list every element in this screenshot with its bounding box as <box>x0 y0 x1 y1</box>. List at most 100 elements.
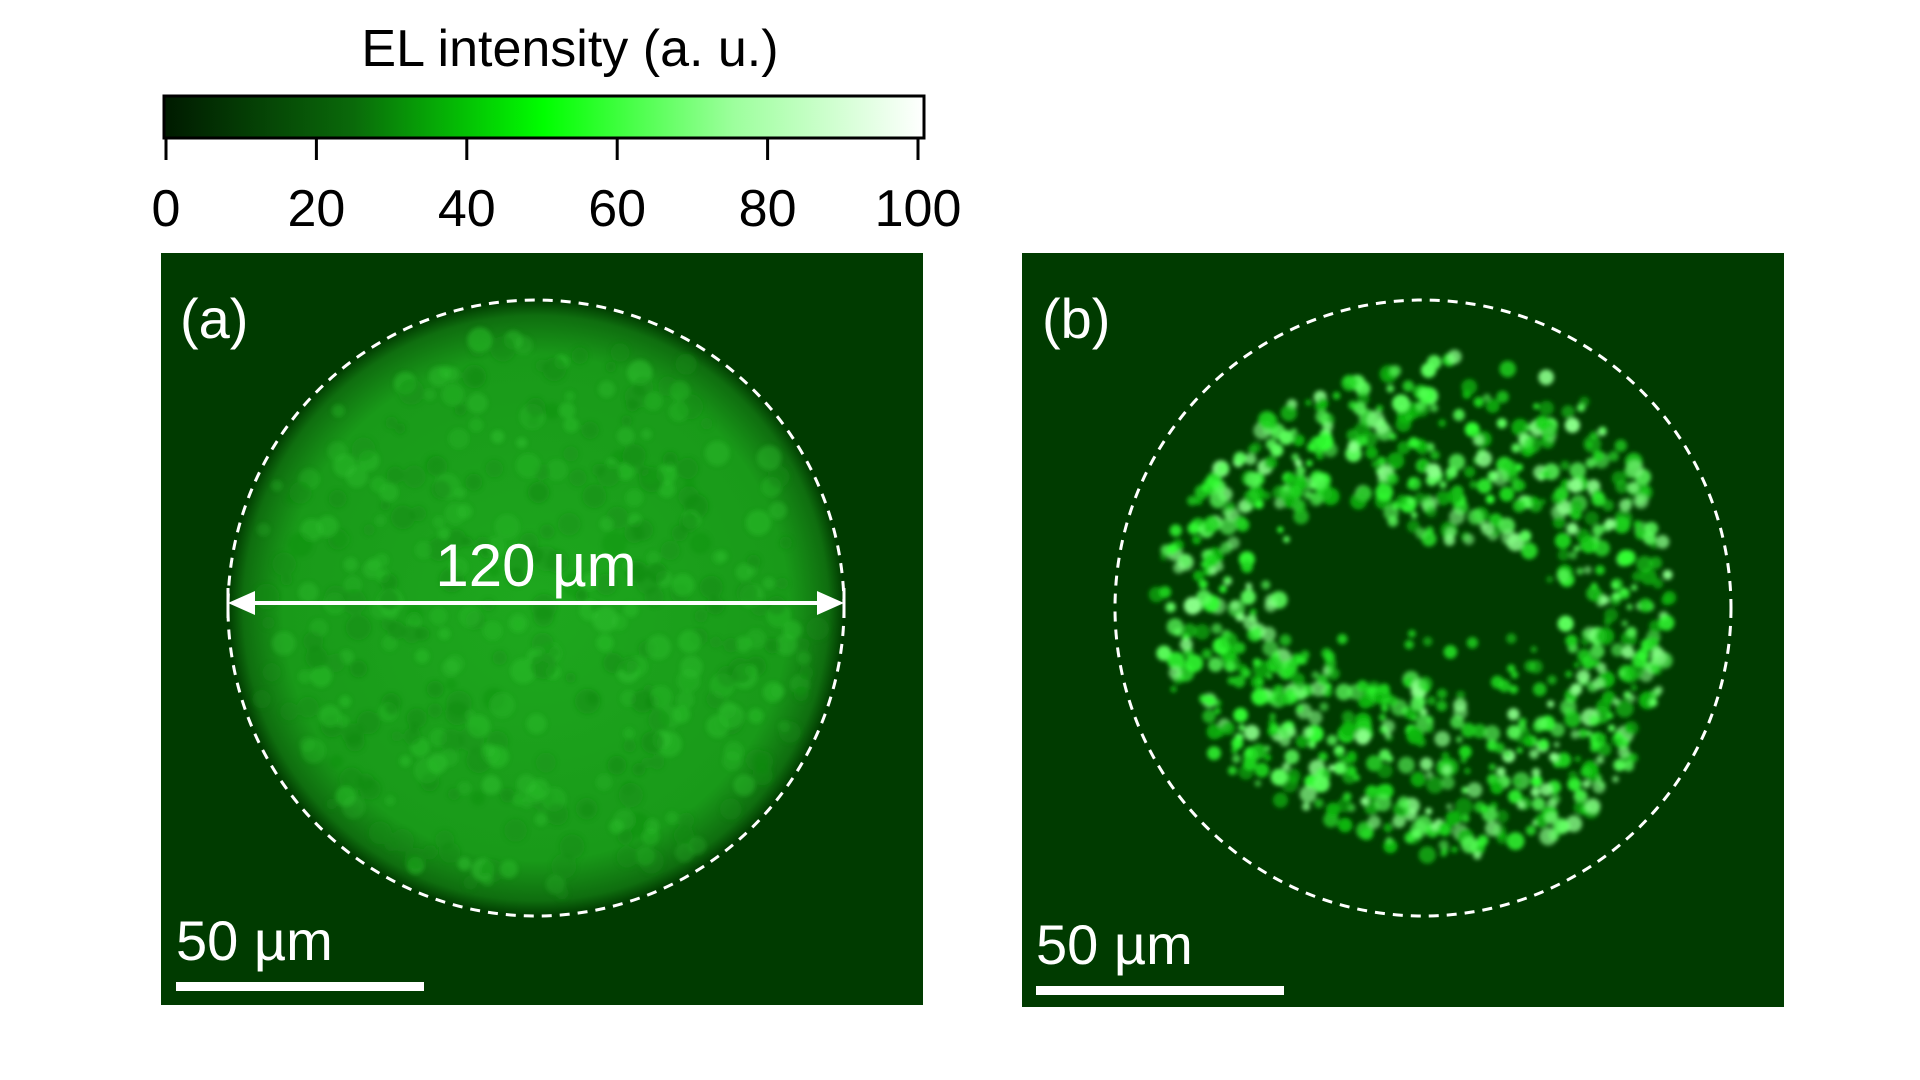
emission-spot <box>1251 688 1269 706</box>
emission-texture-blob <box>429 607 448 625</box>
panel-b-scale-bar-label: 50 µm <box>1036 913 1193 976</box>
emission-spot <box>1260 626 1277 642</box>
emission-spot <box>1314 798 1324 808</box>
emission-spot <box>1599 595 1610 605</box>
emission-spot <box>1501 529 1517 546</box>
emission-spot <box>1445 527 1457 538</box>
emission-spot <box>1518 717 1527 727</box>
emission-texture-blob <box>262 616 275 630</box>
emission-texture-blob <box>797 638 810 651</box>
emission-spot <box>1283 536 1290 543</box>
emission-spot <box>1600 426 1607 434</box>
emission-texture-blob <box>646 551 660 565</box>
emission-spot <box>1342 792 1352 801</box>
emission-texture-blob <box>414 541 433 559</box>
emission-texture-blob <box>806 617 830 641</box>
emission-spot <box>1275 684 1284 694</box>
emission-texture-blob <box>764 638 780 654</box>
emission-spot <box>1264 456 1278 470</box>
emission-texture-blob <box>673 825 694 846</box>
emission-spot <box>1170 685 1177 693</box>
emission-spot <box>1588 715 1600 727</box>
emission-spot <box>1199 694 1209 704</box>
emission-spot <box>1430 822 1439 832</box>
panel-b: (b) 50 µm <box>1022 253 1784 1007</box>
emission-texture-blob <box>647 562 667 583</box>
emission-spot <box>1292 434 1305 447</box>
emission-spot <box>1227 765 1237 776</box>
emission-spot <box>1306 459 1313 467</box>
emission-texture-blob <box>736 582 758 603</box>
emission-spot <box>1293 508 1309 525</box>
diameter-arrow <box>226 588 846 618</box>
emission-spot <box>1576 790 1584 798</box>
emission-spot <box>1309 482 1317 490</box>
emission-spot <box>1618 587 1630 600</box>
emission-spot <box>1397 796 1410 809</box>
emission-texture-blob <box>406 605 424 622</box>
emission-spot <box>1284 472 1299 487</box>
emission-texture-blob <box>592 463 606 477</box>
emission-spot <box>1510 671 1519 679</box>
emission-spot <box>1556 752 1572 768</box>
emission-texture-blob <box>339 767 364 792</box>
emission-texture-blob <box>564 391 575 402</box>
emission-spot <box>1219 585 1227 593</box>
emission-texture-blob <box>447 529 467 549</box>
emission-spot <box>1621 550 1636 565</box>
emission-spot <box>1516 747 1523 754</box>
emission-spot <box>1621 620 1628 627</box>
emission-spot <box>1554 532 1571 549</box>
emission-texture-blob <box>641 428 652 440</box>
colorbar-ticks: 0 20 40 60 80 100 <box>152 138 961 238</box>
emission-texture-blob <box>367 557 381 571</box>
emission-spot <box>1566 522 1579 535</box>
emission-spot <box>1597 742 1612 757</box>
emission-texture-blob <box>398 379 425 405</box>
emission-spot <box>1198 579 1208 589</box>
emission-spot <box>1355 485 1373 502</box>
emission-spot <box>1585 457 1596 469</box>
emission-texture-blob <box>280 574 293 586</box>
emission-spot <box>1451 846 1458 853</box>
emission-spot <box>1279 667 1293 680</box>
emission-texture-blob <box>382 635 398 651</box>
emission-texture-blob <box>492 650 508 666</box>
emission-spot <box>1295 466 1306 476</box>
emission-texture-blob <box>415 626 430 641</box>
emission-spot <box>1374 794 1392 812</box>
emission-spot <box>1426 355 1442 370</box>
emission-spot <box>1337 817 1353 833</box>
emission-texture-blob <box>598 380 616 398</box>
emission-spot <box>1410 511 1418 519</box>
colorbar-tick-label: 20 <box>287 180 345 238</box>
emission-spot <box>1644 521 1659 536</box>
emission-spot <box>1327 667 1340 680</box>
emission-spot <box>1250 743 1267 760</box>
emission-spot <box>1247 626 1263 642</box>
emission-spot <box>1552 516 1566 529</box>
emission-texture-blob <box>316 515 339 538</box>
emission-spot <box>1254 780 1262 787</box>
emission-spot <box>1546 575 1554 584</box>
emission-texture-blob <box>424 454 445 475</box>
emission-texture-blob <box>335 786 357 807</box>
emission-spot <box>1604 608 1619 622</box>
emission-texture-blob <box>748 708 764 724</box>
emission-spot <box>1222 653 1241 672</box>
emission-spot <box>1425 506 1437 518</box>
emission-spot <box>1179 638 1193 651</box>
emission-spot <box>1523 435 1542 454</box>
emission-spot <box>1386 384 1395 393</box>
emission-spot <box>1165 601 1177 613</box>
emission-spot <box>1241 668 1251 679</box>
emission-texture-blob <box>384 795 396 806</box>
emission-spot <box>1662 590 1677 605</box>
emission-spot <box>1481 523 1494 536</box>
emission-spot <box>1503 750 1511 758</box>
emission-spot <box>1386 472 1399 485</box>
emission-spot <box>1576 567 1584 575</box>
emission-texture-blob <box>622 444 646 468</box>
emission-spot <box>1450 715 1464 729</box>
emission-texture-blob <box>565 672 576 683</box>
